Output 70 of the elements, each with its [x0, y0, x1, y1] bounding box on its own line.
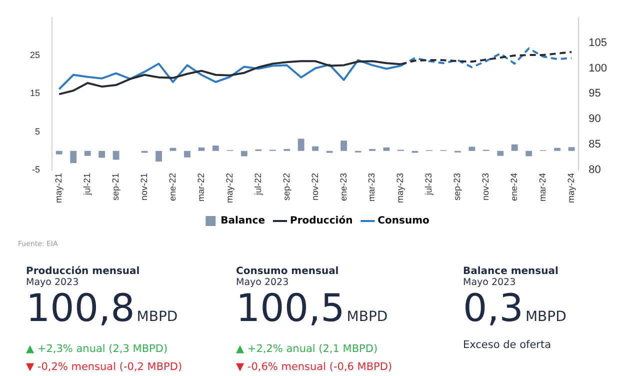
x-tick-label: may-24	[566, 172, 576, 204]
y2-tick-label: 85	[588, 138, 601, 151]
y-tick-label: -5	[32, 164, 40, 174]
x-tick-label: may-21	[54, 172, 64, 204]
text: MBPD	[525, 309, 566, 325]
text: Producción mensual	[26, 266, 141, 277]
bar	[298, 138, 304, 151]
x-tick-label: mar-23	[366, 172, 377, 202]
bar	[56, 150, 62, 154]
bar	[526, 150, 532, 156]
x-tick-label: sep-22	[281, 172, 292, 201]
y-tick-label: 5	[34, 126, 40, 136]
legend-label: Consumo	[378, 216, 430, 227]
bar	[198, 147, 205, 151]
x-tick-label: sep-21	[110, 172, 121, 201]
text: Balance mensual	[463, 266, 560, 277]
x-tick-label: may-22	[224, 172, 234, 204]
text: ▲ +2,2% anual (2,1 MBPD)	[236, 343, 379, 355]
bar	[312, 146, 319, 151]
legend-label: Producción	[290, 216, 353, 227]
y2-tick-label: 90	[588, 113, 601, 126]
bar	[212, 146, 219, 151]
x-tick-label: jul-21	[82, 172, 92, 196]
text: Consumo mensual	[236, 266, 340, 277]
text: 0,3	[463, 286, 524, 330]
bar	[112, 150, 120, 160]
x-tick-label: mar-22	[196, 172, 206, 202]
y2-tick-label: 100	[588, 62, 608, 74]
text: Mayo 2023	[463, 277, 517, 288]
x-tick-label: sep-23	[452, 172, 462, 201]
bar	[383, 147, 390, 151]
legend-label: Balance	[220, 216, 266, 227]
x-tick-label: ene-24	[509, 172, 520, 202]
y-tick-label: 15	[30, 88, 40, 98]
text: ▲ +2,3% anual (2,3 MBPD)	[26, 343, 169, 355]
text: Exceso de oferta	[463, 339, 552, 351]
bar	[497, 150, 504, 156]
text: Mayo 2023	[236, 277, 290, 288]
x-tick-label: jul-23	[424, 172, 434, 196]
text: Mayo 2023	[26, 277, 80, 288]
text: ▼ -0,2% mensual (-0,2 MBPD)	[26, 361, 182, 373]
bar	[70, 150, 77, 164]
bar	[340, 140, 347, 151]
bar	[240, 150, 248, 156]
y-tick-label: 25	[30, 50, 40, 60]
bar	[184, 150, 190, 158]
text: 100,8	[26, 286, 135, 330]
text: ▼ -0,6% mensual (-0,6 MBPD)	[236, 361, 392, 373]
x-tick-label: mar-24	[538, 172, 548, 202]
x-tick-label: jul-22	[252, 172, 263, 196]
x-tick-label: ene-22	[167, 172, 178, 202]
bar	[568, 147, 575, 151]
x-tick-label: nov-21	[139, 172, 150, 201]
bar	[511, 144, 518, 151]
x-tick-label: ene-23	[338, 172, 348, 202]
bar	[554, 148, 560, 151]
text: MBPD	[346, 309, 388, 325]
text: MBPD	[136, 309, 178, 325]
bar	[468, 146, 476, 151]
y2-tick-label: 105	[588, 36, 608, 49]
x-tick-label: nov-23	[480, 172, 491, 201]
bar	[84, 150, 91, 156]
y2-tick-label: 95	[588, 88, 601, 100]
bar	[156, 150, 162, 162]
x-tick-label: may-23	[395, 172, 406, 204]
text: 100,5	[236, 286, 345, 330]
bar	[98, 150, 106, 158]
bar	[170, 148, 176, 151]
y2-tick-label: 80	[588, 164, 601, 176]
x-tick-label: nov-22	[310, 172, 320, 201]
